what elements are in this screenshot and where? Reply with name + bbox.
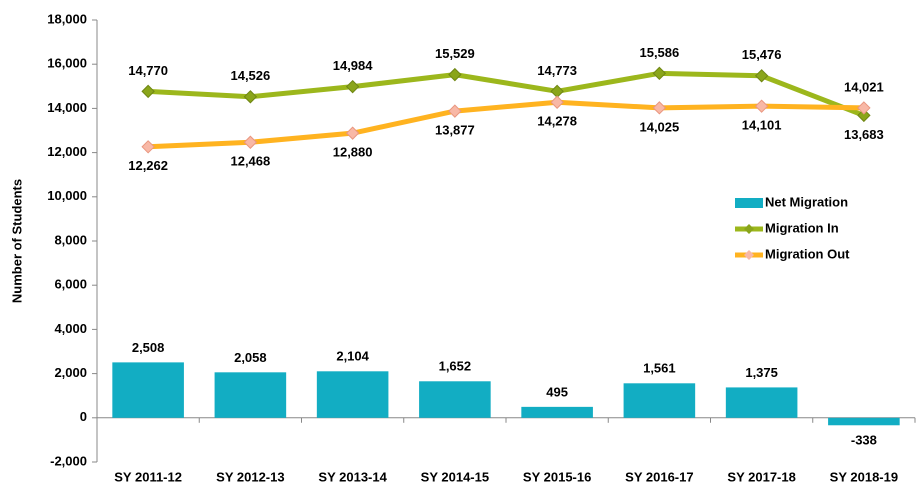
bar	[521, 406, 593, 418]
legend-swatch	[735, 198, 763, 208]
line-value-label: 14,025	[639, 119, 679, 134]
marker	[550, 95, 564, 109]
y-tick-label: 0	[80, 409, 87, 424]
marker	[652, 66, 667, 81]
marker	[243, 90, 258, 104]
bar	[316, 371, 389, 418]
bar	[214, 372, 287, 418]
x-tick-label: SY 2014-15	[421, 469, 489, 484]
marker	[141, 140, 155, 154]
bar-value-label: 1,561	[643, 361, 676, 376]
y-tick-label: 14,000	[47, 100, 87, 115]
x-tick-label: SY 2013-14	[318, 469, 387, 484]
line	[148, 99, 864, 150]
bar-value-label: -338	[851, 433, 877, 448]
line	[147, 70, 865, 118]
x-tick-label: SY 2016-17	[625, 469, 693, 484]
line-value-label: 15,476	[742, 47, 782, 62]
line-value-label: 14,021	[844, 79, 884, 94]
bar	[725, 387, 798, 418]
y-tick-label: 10,000	[47, 188, 87, 203]
y-tick-label: 2,000	[54, 365, 87, 380]
bar	[623, 383, 696, 418]
marker	[345, 126, 360, 140]
bar-value-label: 1,375	[745, 365, 778, 380]
y-tick-label: 6,000	[54, 277, 87, 292]
y-tick-label: 16,000	[47, 56, 87, 71]
legend-label: Migration In	[765, 220, 839, 235]
marker	[857, 108, 871, 123]
marker	[345, 79, 360, 94]
line-value-label: 14,770	[128, 63, 168, 78]
line-value-label: 14,101	[742, 118, 782, 133]
line-value-label: 13,683	[844, 127, 884, 142]
bar-value-label: 1,652	[439, 359, 472, 374]
legend-label: Migration Out	[765, 246, 850, 261]
marker	[550, 84, 564, 99]
x-tick-label: SY 2011-12	[114, 469, 182, 484]
x-tick-label: SY 2015-16	[523, 469, 591, 484]
line-value-label: 12,468	[230, 154, 270, 169]
line-value-label: 15,586	[639, 45, 679, 60]
y-tick-label: 4,000	[54, 321, 87, 336]
marker	[141, 84, 155, 99]
bar-value-label: 2,508	[132, 340, 165, 355]
line-value-label: 12,880	[333, 145, 373, 160]
y-tick-label: 18,000	[47, 11, 87, 26]
marker	[243, 135, 258, 149]
marker	[448, 104, 462, 118]
x-tick-label: SY 2017-18	[727, 469, 795, 484]
x-tick-label: SY 2018-19	[830, 469, 898, 484]
legend-marker	[744, 224, 754, 234]
marker	[652, 101, 667, 115]
y-axis-label: Number of Students	[9, 179, 24, 303]
bar	[828, 417, 900, 426]
bar	[112, 362, 184, 418]
bar-value-label: 2,058	[234, 350, 267, 365]
legend-label: Net Migration	[765, 194, 848, 209]
line-value-label: 13,877	[435, 123, 475, 138]
line-value-label: 14,773	[537, 63, 577, 78]
x-tick-label: SY 2012-13	[216, 469, 284, 484]
bar-value-label: 2,104	[336, 349, 369, 364]
line-value-label: 14,984	[333, 58, 374, 73]
y-tick-label: 8,000	[54, 232, 87, 247]
y-tick-label: -2,000	[50, 453, 87, 468]
y-tick-label: 12,000	[47, 144, 87, 159]
marker	[754, 69, 769, 83]
marker	[754, 99, 769, 113]
marker	[857, 101, 871, 115]
marker	[448, 67, 462, 82]
bar-value-label: 495	[546, 384, 568, 399]
line-value-label: 15,529	[435, 46, 475, 61]
line-value-label: 14,526	[230, 68, 270, 83]
bar	[419, 381, 491, 418]
legend-marker	[744, 250, 754, 260]
line-value-label: 12,262	[128, 158, 168, 173]
line-value-label: 14,278	[537, 114, 577, 129]
